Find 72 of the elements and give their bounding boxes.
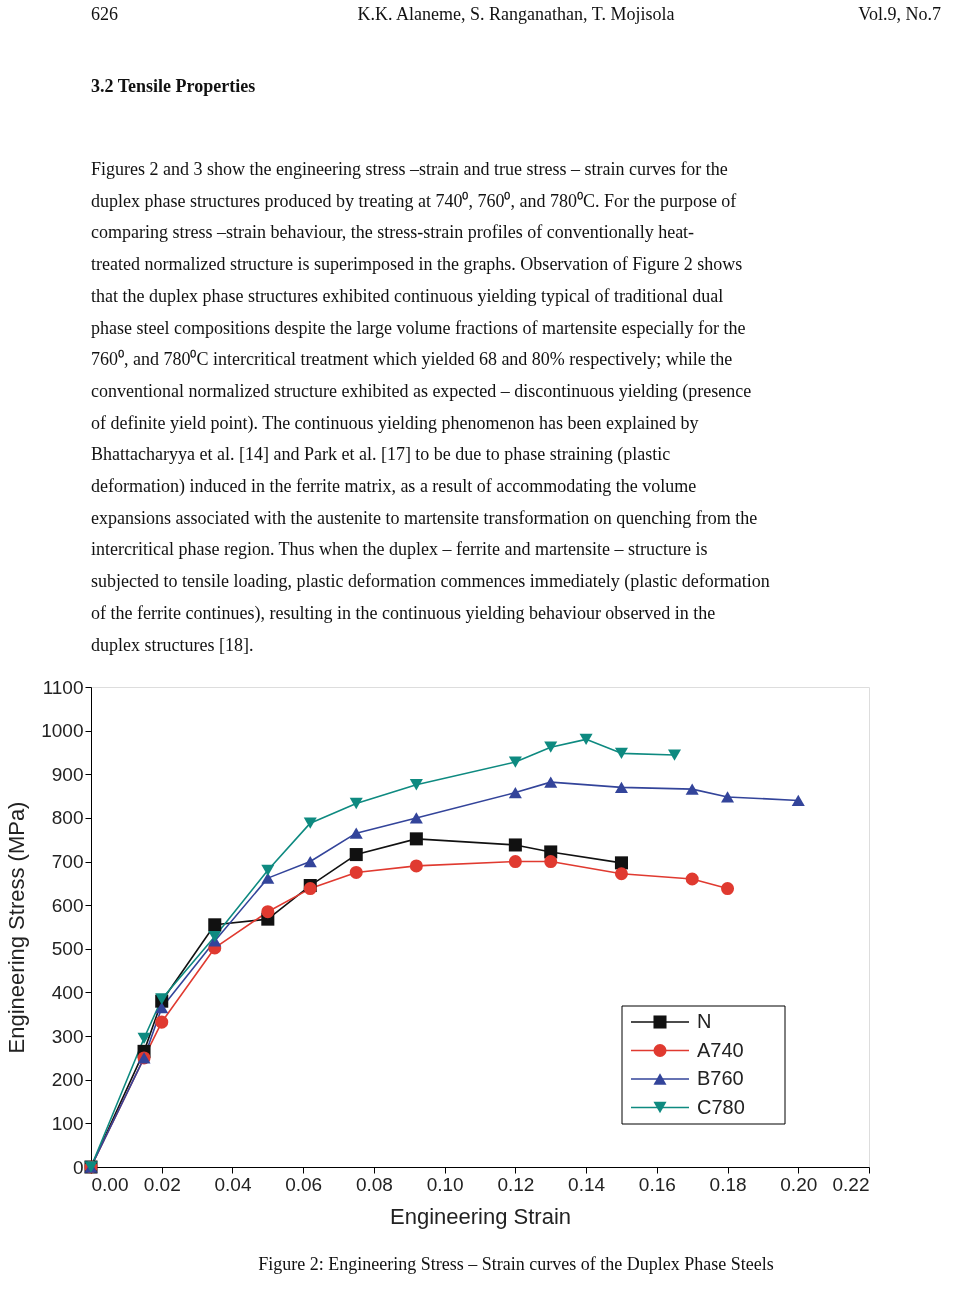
x-axis-title: Engineering Strain [389, 1203, 572, 1229]
y-tick-label: 200 [51, 1069, 84, 1091]
point [303, 855, 317, 868]
point [614, 867, 628, 881]
point [155, 1002, 169, 1014]
point [579, 733, 593, 746]
y-tick-label: 600 [51, 894, 84, 916]
legend-label: N [697, 1010, 712, 1032]
point [261, 872, 275, 884]
y-tick-label: 500 [51, 938, 84, 960]
text: Vol.9, No.7 [858, 4, 941, 24]
x-tick-label: 0.18 [709, 1173, 747, 1195]
point [349, 827, 363, 839]
point [721, 791, 735, 803]
point [409, 859, 423, 873]
y-tick-label: 800 [51, 807, 84, 829]
point [409, 812, 423, 824]
point [208, 930, 222, 943]
y-tick-label: 400 [51, 981, 84, 1003]
x-tick-label: 0.04 [214, 1173, 252, 1195]
point [614, 781, 628, 794]
y-tick-label: 100 [51, 1112, 84, 1134]
point [721, 882, 735, 896]
y-axis-title: Engineering Stress (MPa) [4, 801, 30, 1054]
legend-label: C780 [697, 1095, 745, 1118]
point [508, 838, 522, 852]
point [409, 779, 423, 791]
point [409, 832, 423, 846]
text: 3.2 Tensile Properties [91, 76, 256, 96]
text: 626 [91, 4, 118, 24]
x-tick-label: 0.22 [832, 1173, 870, 1195]
point [544, 776, 558, 788]
point [349, 848, 363, 862]
x-tick-label: 0.06 [285, 1173, 323, 1195]
legend-label: A740 [697, 1038, 744, 1061]
point [791, 794, 805, 807]
point [155, 1015, 169, 1029]
point [303, 817, 317, 829]
y-tick-label: 1000 [41, 720, 84, 742]
point [508, 786, 522, 799]
point [614, 747, 628, 759]
point [137, 1032, 151, 1044]
point [614, 856, 628, 870]
point [544, 741, 558, 753]
point [685, 783, 699, 795]
point [261, 905, 275, 919]
y-tick-label: 700 [51, 851, 84, 873]
x-tick-label: 0.20 [780, 1173, 818, 1195]
point [261, 864, 275, 876]
point [667, 749, 682, 761]
y-tick-label: 0 [72, 1156, 84, 1178]
x-tick-label: 0.14 [568, 1173, 606, 1195]
x-tick-label: 0.12 [497, 1173, 535, 1195]
x-tick-label: 0.16 [638, 1173, 676, 1195]
point [508, 756, 522, 768]
point [349, 865, 363, 879]
x-tick-label: 0.02 [143, 1173, 181, 1195]
x-tick-label: 0.10 [426, 1173, 464, 1195]
point [685, 872, 699, 886]
point [208, 918, 222, 932]
y-tick-label: 1100 [42, 676, 84, 698]
text: Figures 2 and 3 show the engineering stress –strain and true stress – strain curves for the duplex phase structures produced by treating at 740⁰, 760⁰, and 780⁰C. For the purpose of comparing stress –strain behaviour, the stress-strain profiles of conventionally heat-treated normalized structure is superimposed in the graphs. Observation of Figure 2 shows that the duplex phase structures exhibited continuous yielding typical of traditional dual phase steel compositions despite the large volume fractions of martensite especially for the 760⁰, and 780⁰C intercritical treatment which yielded 68 and 80% respectively; while the conventional normalized structure exhibited as expected – discontinuous yielding (presence of definite yield point). The continuous yielding phenomenon has been explained by Bhattacharyya et al. [14] and Park et al. [17] to be due to phase straining (plastic deformation) induced in the ferrite matrix, as a result of accommodating the volume expansions associated with the austenite to martensite transformation on quenching from the intercritical phase region. Thus when the duplex – ferrite and martensite – structure is subjected to tensile loading, plastic deformation commences immediately (plastic deformation of the ferrite continues), resulting in the continuous yielding behaviour observed in the duplex structures [18]. [91, 159, 770, 655]
y-tick-label: 900 [51, 763, 84, 785]
x-tick-label: 0.00 [91, 1173, 129, 1195]
y-tick-label: 300 [51, 1025, 84, 1047]
caption: Figure 2: Engineering Stress – Strain curves of the Duplex Phase Steels [258, 1254, 774, 1274]
point [544, 855, 558, 869]
legend-label: B760 [697, 1067, 744, 1089]
text: K.K. Alaneme, S. Ranganathan, T. Mojisola [357, 4, 675, 24]
x-tick-label: 0.08 [355, 1173, 393, 1195]
point [508, 855, 522, 869]
point [349, 797, 363, 810]
